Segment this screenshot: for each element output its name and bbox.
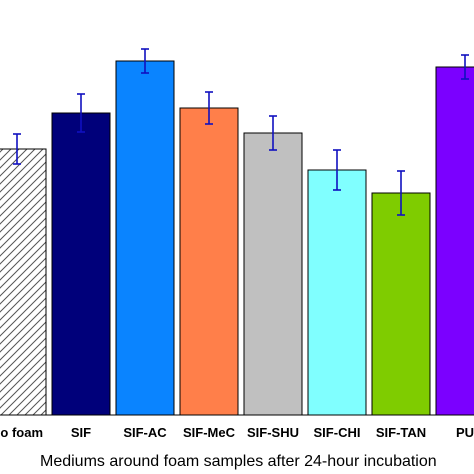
- bar-sif-mec: [179, 107, 239, 416]
- category-label-sif-ac: SIF-AC: [123, 425, 167, 440]
- bar-sif: [51, 112, 111, 416]
- bars-layer: [0, 60, 474, 416]
- error-bar-sif-ac: [141, 48, 149, 74]
- error-bar-no-foam: [13, 133, 21, 165]
- category-label-sif-shu: SIF-SHU: [247, 425, 299, 440]
- bar-pu: [435, 66, 474, 416]
- error-bars-layer: [13, 48, 469, 216]
- error-bar-sif: [77, 93, 85, 133]
- category-labels: No foam SIF SIF-AC SIF-MeC SIF-SHU SIF-CHI SIF…: [0, 425, 474, 440]
- category-label-sif-mec: SIF-MeC: [183, 425, 236, 440]
- bar-sif-tan: [371, 192, 431, 416]
- error-bar-sif-shu: [269, 115, 277, 151]
- category-label-sif: SIF: [71, 425, 91, 440]
- bar-no-foam: [0, 148, 47, 416]
- category-label-pu: PU: [456, 425, 474, 440]
- bar-sif-ac: [115, 60, 175, 416]
- error-bar-sif-mec: [205, 91, 213, 125]
- x-axis-label: Mediums around foam samples after 24-hou…: [40, 453, 437, 470]
- error-bar-sif-tan: [397, 170, 405, 216]
- error-bar-pu: [461, 54, 469, 80]
- bar-sif-shu: [243, 132, 303, 416]
- bar-sif-chi: [307, 169, 367, 416]
- category-label-sif-chi: SIF-CHI: [314, 425, 361, 440]
- category-label-sif-tan: SIF-TAN: [376, 425, 426, 440]
- category-label-no-foam: No foam: [0, 425, 43, 440]
- error-bar-sif-chi: [333, 149, 341, 191]
